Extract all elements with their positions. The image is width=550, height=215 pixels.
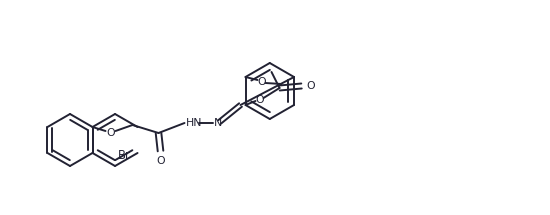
- Text: N: N: [213, 118, 222, 128]
- Text: O: O: [257, 77, 266, 87]
- Text: HN: HN: [185, 118, 202, 128]
- Text: O: O: [255, 95, 264, 105]
- Text: O: O: [156, 156, 165, 166]
- Text: O: O: [106, 128, 115, 138]
- Text: O: O: [306, 81, 315, 91]
- Text: Br: Br: [118, 149, 131, 162]
